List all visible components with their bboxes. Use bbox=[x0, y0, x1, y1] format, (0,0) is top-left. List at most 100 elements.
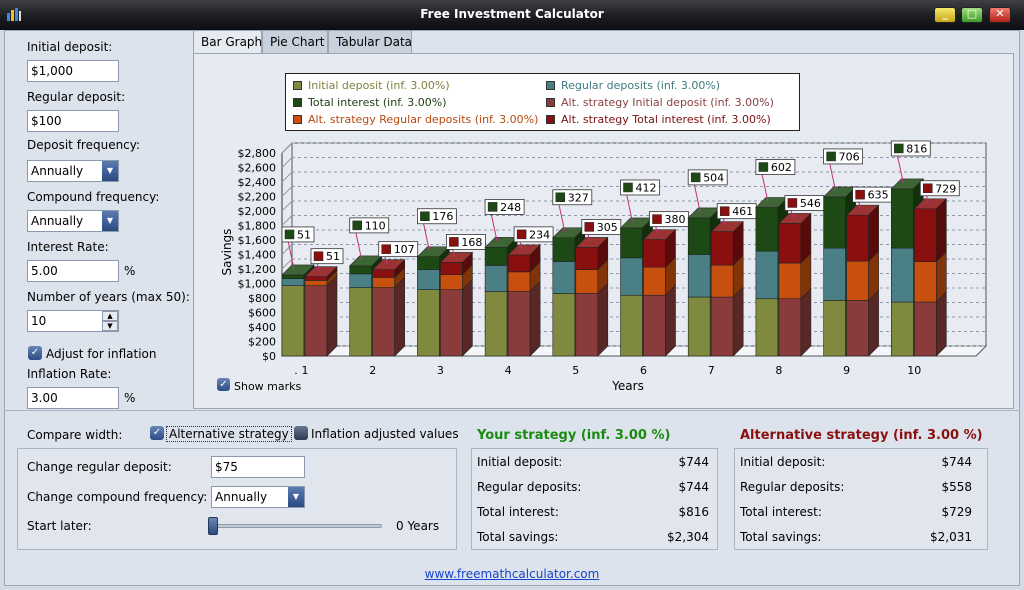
interest-rate-label: Interest Rate: bbox=[27, 240, 109, 254]
change-compound-label: Change compound frequency: bbox=[27, 490, 208, 504]
chevron-down-icon[interactable]: ▼ bbox=[102, 211, 118, 231]
compound-frequency-value: Annually bbox=[31, 214, 84, 228]
data-mark-label: 305 bbox=[597, 221, 618, 234]
data-mark-label: 546 bbox=[800, 197, 821, 210]
bar-segment-front bbox=[778, 223, 802, 264]
legend-label: Regular deposits (inf. 3.00%) bbox=[561, 79, 721, 92]
close-icon: ✕ bbox=[995, 7, 1005, 20]
footer-link[interactable]: www.freemathcalculator.com bbox=[424, 567, 600, 581]
compound-frequency-label: Compound frequency: bbox=[27, 190, 160, 204]
adjust-inflation-checkbox[interactable]: ✓ bbox=[28, 346, 42, 360]
bar-segment-front bbox=[575, 269, 599, 294]
start-later-slider-track[interactable] bbox=[213, 524, 382, 528]
deposit-frequency-select[interactable]: Annually ▼ bbox=[27, 160, 119, 182]
compound-frequency-select[interactable]: Annually ▼ bbox=[27, 210, 119, 232]
regular-deposit-input[interactable]: $100 bbox=[27, 110, 119, 132]
bar-segment-front bbox=[575, 293, 599, 357]
your-regular-deposits-value: $744 bbox=[678, 480, 709, 494]
bar-top bbox=[778, 213, 812, 224]
bar-top bbox=[913, 198, 948, 210]
y-tick-label: $2,600 bbox=[238, 162, 277, 175]
bar-segment-front bbox=[304, 285, 328, 357]
your-total-interest-label: Total interest: bbox=[477, 505, 559, 519]
grid-line-side bbox=[281, 215, 293, 226]
legend-entry: Alt. strategy Regular deposits (inf. 3.0… bbox=[293, 113, 538, 126]
data-mark-connector bbox=[490, 213, 498, 242]
bar-segment-front bbox=[643, 294, 666, 357]
spin-up-icon[interactable]: ▲ bbox=[102, 311, 118, 321]
bar-segment-side bbox=[732, 286, 744, 357]
bar-segment-front bbox=[846, 300, 869, 357]
show-marks-checkbox[interactable]: ✓ bbox=[217, 378, 230, 391]
grid-line-side bbox=[281, 258, 293, 270]
years-input[interactable]: 10 ▲ ▼ bbox=[27, 310, 119, 332]
tab-tabular-data[interactable]: Tabular Data bbox=[328, 30, 412, 54]
legend-swatch bbox=[293, 81, 302, 90]
bar-segment-front bbox=[552, 261, 576, 294]
bar-segment-side bbox=[935, 291, 947, 357]
your-strategy-box bbox=[471, 448, 718, 550]
bar-segment-front bbox=[710, 231, 734, 266]
alt-strategy-label[interactable]: Alternative strategy bbox=[166, 426, 292, 442]
data-mark-connector bbox=[558, 203, 566, 232]
bar-segment-front bbox=[417, 269, 440, 290]
alt-strategy-checkbox[interactable]: ✓ bbox=[150, 426, 164, 440]
bar-segment-side bbox=[935, 198, 947, 263]
legend-swatch bbox=[546, 115, 555, 124]
bar-top bbox=[304, 266, 338, 277]
close-button[interactable]: ✕ bbox=[989, 7, 1011, 23]
data-mark-label: 461 bbox=[732, 205, 753, 218]
inflation-rate-unit: % bbox=[124, 391, 136, 405]
data-mark-label: 51 bbox=[297, 228, 311, 241]
alt-regular-deposits-value: $558 bbox=[941, 480, 972, 494]
grid-line-side bbox=[281, 157, 293, 168]
spin-down-icon[interactable]: ▼ bbox=[102, 321, 118, 331]
data-mark-label: 168 bbox=[461, 236, 482, 249]
inflation-adjusted-checkbox[interactable]: ✓ bbox=[294, 426, 308, 440]
change-regular-deposit-input[interactable]: $75 bbox=[211, 456, 305, 478]
bar-segment-side bbox=[326, 274, 338, 357]
bar-top bbox=[890, 178, 925, 190]
data-mark-swatch bbox=[313, 251, 324, 261]
bar-segment-front bbox=[304, 280, 328, 286]
maximize-button[interactable]: □ bbox=[961, 7, 983, 23]
window-title: Free Investment Calculator bbox=[420, 7, 604, 21]
data-mark-swatch bbox=[516, 229, 527, 240]
years-spinner[interactable]: ▲ ▼ bbox=[102, 311, 118, 331]
legend-label: Initial deposit (inf. 3.00%) bbox=[308, 79, 450, 92]
chevron-down-icon[interactable]: ▼ bbox=[288, 487, 304, 507]
minimize-button[interactable]: _ bbox=[934, 7, 956, 23]
bar-segment-front bbox=[484, 247, 508, 266]
bar-segment-front bbox=[507, 271, 531, 292]
bar-segment-front bbox=[778, 262, 802, 300]
bar-top bbox=[642, 229, 677, 240]
alt-strategy-box bbox=[734, 448, 988, 550]
data-mark-swatch bbox=[690, 172, 701, 183]
alt-initial-deposit-value: $744 bbox=[941, 455, 972, 469]
years-value: 10 bbox=[31, 314, 47, 328]
bar-segment-front bbox=[846, 214, 869, 262]
y-tick-label: $2,000 bbox=[238, 205, 277, 218]
interest-rate-input[interactable]: 5.00 bbox=[27, 260, 119, 282]
tab-pie-chart[interactable]: Pie Chart bbox=[262, 30, 328, 54]
legend-swatch bbox=[546, 81, 555, 90]
chevron-down-icon[interactable]: ▼ bbox=[102, 161, 118, 181]
data-mark-label: 412 bbox=[636, 181, 657, 194]
legend-label: Alt. strategy Initial deposit (inf. 3.00… bbox=[561, 96, 774, 109]
data-mark-swatch bbox=[826, 151, 836, 162]
data-mark-label: 380 bbox=[665, 213, 686, 226]
data-mark-swatch bbox=[894, 143, 904, 154]
data-mark-swatch bbox=[352, 220, 362, 231]
your-initial-deposit-value: $744 bbox=[678, 455, 709, 469]
compare-label: Compare width: bbox=[27, 428, 123, 442]
data-mark-label: 234 bbox=[529, 228, 550, 241]
change-compound-select[interactable]: Annually ▼ bbox=[211, 486, 305, 508]
start-later-slider-thumb[interactable] bbox=[208, 517, 218, 535]
inflation-rate-input[interactable]: 3.00 bbox=[27, 387, 119, 409]
data-mark-label: 327 bbox=[568, 191, 589, 204]
tab-bar-graph[interactable]: Bar Graph bbox=[193, 30, 262, 55]
bar-segment-front bbox=[913, 301, 937, 357]
bar-segment-side bbox=[800, 288, 812, 357]
initial-deposit-input[interactable]: $1,000 bbox=[27, 60, 119, 82]
grid-line-side bbox=[281, 200, 293, 212]
